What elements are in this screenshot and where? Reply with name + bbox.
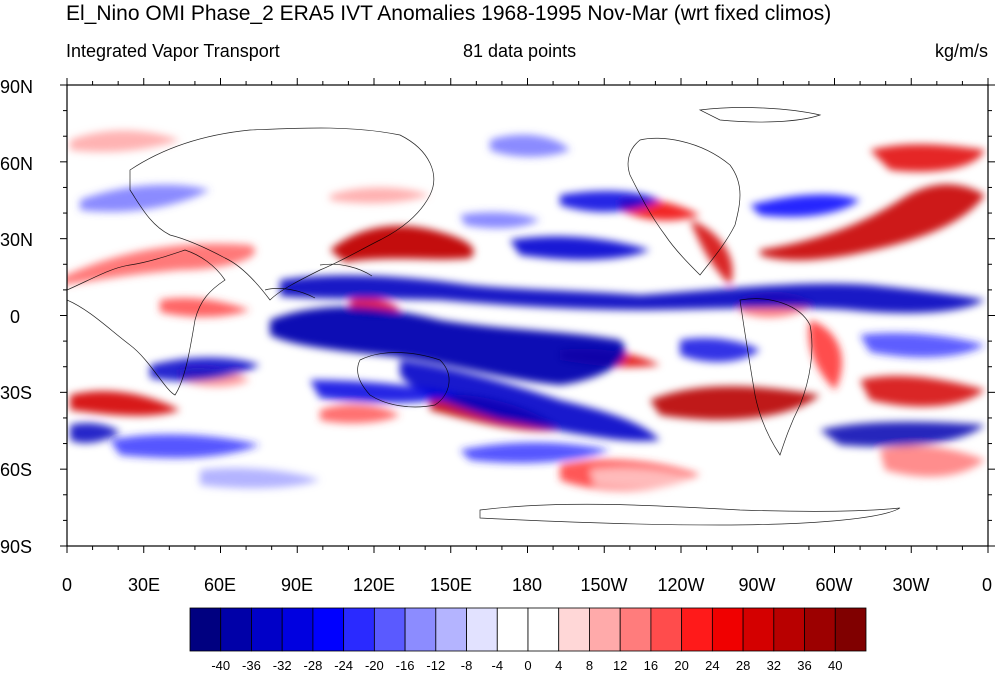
colorbar-label: -28: [303, 658, 323, 673]
colorbar-swatch: [711, 607, 744, 652]
lon-label-150e: 150E: [429, 575, 473, 595]
anomaly-field: [67, 107, 985, 526]
colorbar-swatch: [312, 607, 345, 652]
colorbar-label: 12: [612, 658, 628, 673]
colorbar: [189, 607, 867, 652]
colorbar-swatch: [834, 607, 867, 652]
lat-label-90s: 90S: [0, 537, 33, 557]
colorbar-swatch: [343, 607, 375, 652]
lon-label-0-east: 0: [981, 575, 993, 595]
colorbar-label: -16: [395, 658, 415, 673]
colorbar-swatch: [681, 607, 713, 652]
colorbar-swatch: [742, 607, 775, 652]
colorbar-swatch: [650, 607, 683, 652]
axis-ticks: [60, 78, 995, 553]
colorbar-label: 0: [524, 658, 532, 673]
colorbar-swatch: [619, 607, 652, 652]
colorbar-label: -12: [426, 658, 446, 673]
variable-subtitle: Integrated Vapor Transport: [66, 41, 280, 61]
lon-label-60e: 60E: [203, 575, 237, 595]
colorbar-label: -4: [491, 658, 504, 673]
lat-label-30n: 30N: [0, 230, 34, 250]
colorbar-label: -24: [334, 658, 354, 673]
colorbar-swatch: [496, 607, 529, 652]
colorbar-swatch: [281, 607, 314, 652]
colorbar-swatch: [589, 607, 621, 652]
lon-label-120e: 120E: [352, 575, 396, 595]
colorbar-swatch: [220, 607, 252, 652]
colorbar-swatch: [773, 607, 805, 652]
units-subtitle: kg/m/s: [934, 41, 988, 61]
lat-label-eq: 0: [10, 307, 21, 327]
lon-label-90w: 90W: [738, 575, 776, 595]
coastlines: [67, 107, 901, 526]
lon-label-120w: 120W: [657, 575, 705, 595]
colorbar-label: 20: [674, 658, 689, 673]
colorbar-label: -36: [242, 658, 261, 673]
colorbar-label: -8: [460, 658, 473, 673]
lat-label-60n: 60N: [0, 154, 34, 174]
colorbar-swatch: [189, 607, 222, 652]
lon-label-0: 0: [61, 575, 73, 595]
colorbar-label: -20: [364, 658, 384, 673]
colorbar-label: 36: [797, 658, 812, 673]
lon-label-30w: 30W: [892, 575, 930, 595]
data-count-subtitle: 81 data points: [463, 41, 577, 61]
colorbar-label: 16: [643, 658, 659, 673]
map-title: El_Nino OMI Phase_2 ERA5 IVT Anomalies 1…: [66, 2, 832, 25]
lat-label-30s: 30S: [0, 383, 33, 403]
colorbar-swatch: [404, 607, 437, 652]
lon-label-180: 180: [511, 575, 543, 595]
colorbar-label: 8: [585, 658, 594, 673]
colorbar-swatch: [466, 607, 498, 652]
colorbar-label: 4: [555, 658, 563, 673]
lon-label-90e: 90E: [280, 575, 314, 595]
colorbar-swatch: [373, 607, 406, 652]
lon-label-150w: 150W: [580, 575, 628, 595]
lon-label-30e: 30E: [127, 575, 161, 595]
colorbar-swatch: [558, 607, 590, 652]
colorbar-label: 40: [828, 658, 843, 673]
colorbar-swatch: [251, 607, 283, 652]
colorbar-swatch: [435, 607, 467, 652]
colorbar-label: -32: [272, 658, 292, 673]
colorbar-label: 28: [735, 658, 751, 673]
colorbar-label: 24: [705, 658, 720, 673]
colorbar-swatch: [804, 607, 836, 652]
colorbar-label: -40: [211, 658, 231, 673]
lon-label-60w: 60W: [815, 575, 853, 595]
colorbar-label: 32: [766, 658, 782, 673]
lat-label-60s: 60S: [0, 460, 33, 480]
lat-label-90n: 90N: [0, 77, 34, 97]
colorbar-swatch: [527, 607, 560, 652]
